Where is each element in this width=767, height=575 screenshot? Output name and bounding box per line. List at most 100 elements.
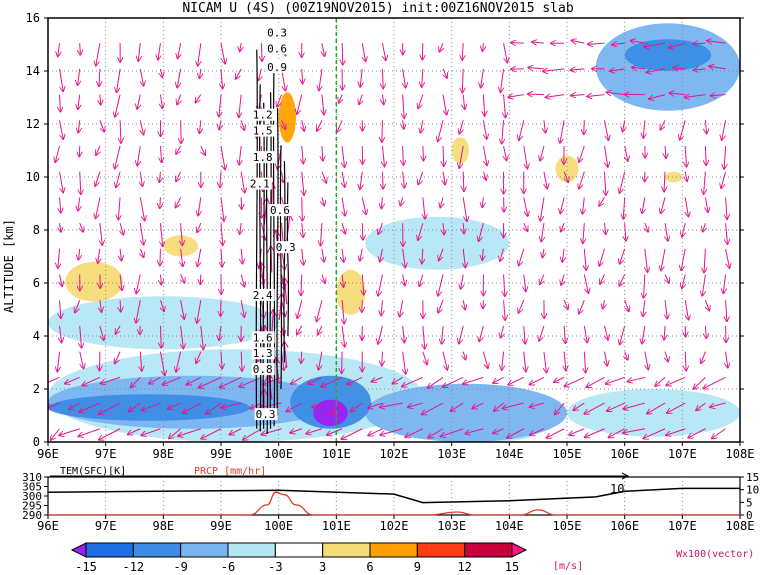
wind-vector [610,69,625,71]
wind-vector [57,351,59,372]
wind-vector [645,222,648,232]
y-axis-ticks: 0 2 4 6 8 10 12 14 16 [26,11,744,449]
precipitation-tick-label: 10 [746,484,759,497]
wind-vector [545,95,565,98]
wind-vector [645,351,648,370]
wind-vector [60,325,62,343]
wind-vector [282,171,284,182]
temperature-tick-label: 300 [22,490,42,503]
wind-vector [197,300,202,323]
wind-vector [319,68,322,91]
wind-vector [508,95,524,98]
wind-vector [605,376,625,384]
wind-vector [59,120,64,139]
wind-vector [647,402,666,414]
x-tick-label: 108E [726,447,755,461]
wind-vector [450,402,464,411]
wind-vector [627,376,645,381]
wind-vector [80,43,81,55]
wind-vector [180,300,185,319]
wind-vector [571,95,585,96]
contour-label: 1.2 [253,109,273,122]
wind-vector [620,171,626,193]
wind-vector [463,94,464,110]
wind-vector [181,274,185,283]
colorbar-box [85,542,134,558]
wind-vector [564,376,585,386]
wind-vector [423,197,425,218]
colorbar-units: [m/s] [553,561,583,572]
wind-vector [462,68,463,93]
wind-vector [321,171,326,183]
wind-vector [229,428,242,435]
wind-vector [704,248,705,273]
wind-vector [463,248,465,268]
wind-vector [382,120,383,142]
wind-vector [78,68,80,86]
wind-vector [625,351,628,360]
wind-vector [518,300,525,313]
wind-vector [302,248,304,265]
wind-vector [544,171,547,189]
wind-vector [685,95,706,98]
wind-vector [482,145,487,166]
wind-vector [316,300,323,321]
wind-vector [463,351,465,360]
wind-vector [544,120,546,133]
wind-vector [176,145,181,154]
wind-vector [169,428,181,439]
wind-vector [160,223,162,246]
wind-vector [141,402,161,410]
wind-vector [582,197,584,214]
x-tick-label: 98E [152,447,174,461]
wind-vector [116,171,121,188]
contour-label-background [269,204,293,217]
wind-vector [726,351,728,368]
wind-vector [682,222,685,237]
wind-vector [286,402,302,411]
wind-vector [301,351,302,364]
wind-vector [667,402,686,413]
wind-vector [382,68,383,89]
wind-vector [342,197,345,216]
temperature-line [47,487,740,504]
wind-vector [693,43,706,44]
wind-vector [463,223,464,234]
wind-vector [176,171,182,182]
wind-vector [382,351,383,366]
wind-vector [80,325,82,348]
wind-vector [503,43,508,62]
wind-vector [221,402,242,408]
wind-vector [360,171,362,190]
wind-vector [620,325,626,345]
wind-vector [342,43,343,65]
wind-vectors [48,40,729,440]
colorbar-label: 12 [457,560,471,574]
wind-vector [95,171,101,187]
colorbar-labels: -15 -12 -9 -6 -3 3 6 9 12 15 [75,560,519,574]
wind-vector [642,325,645,344]
wind-vector [65,376,80,383]
wind-vector [579,300,585,313]
wind-vector [541,223,544,242]
wind-vector [75,300,81,312]
wind-vector [665,300,667,319]
wind-vector [297,300,303,318]
wind-vector [181,223,183,245]
wind-vector [524,325,525,344]
wind-vector [502,402,524,408]
wind-vector [120,248,121,261]
wind-vector [620,248,626,264]
wind-region [65,261,123,302]
wind-vector [643,300,645,316]
contour-label: 0.9 [267,61,287,74]
wind-vector [160,274,161,285]
wind-vector [118,197,120,219]
wind-vector [569,428,585,435]
wind-region [163,235,198,257]
wind-vector [78,248,79,260]
wind-vector [726,223,728,244]
colorbar-label: -6 [221,560,235,574]
wind-vector [322,197,324,205]
wind-vector [80,222,84,232]
